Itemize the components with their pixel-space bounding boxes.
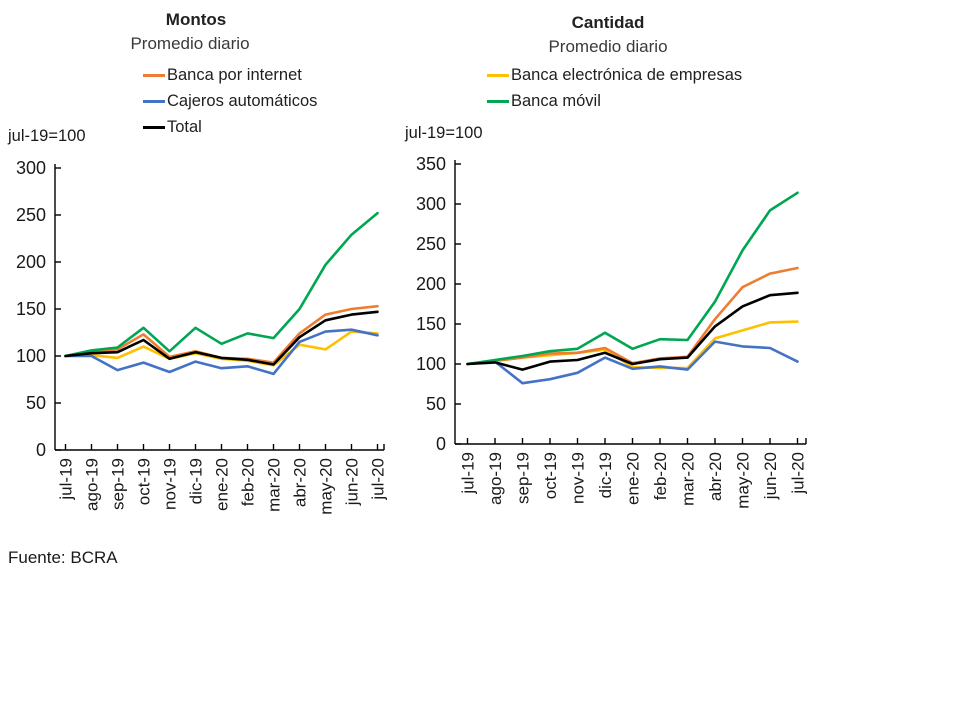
legend-line-swatch-icon xyxy=(487,73,509,77)
legend-item-label: Cajeros automáticos xyxy=(167,91,318,110)
x-tick-label: ene-20 xyxy=(624,452,643,505)
x-tick-label: abr-20 xyxy=(291,458,310,507)
legend-item: Banca electrónica de empresas xyxy=(487,62,742,88)
series-line-banca-por-internet xyxy=(64,304,379,364)
legend-item: Total xyxy=(143,114,317,140)
x-tick-label: may-20 xyxy=(317,458,336,515)
y-tick-label: 50 xyxy=(426,394,446,414)
legend-item: Banca móvil xyxy=(487,88,742,114)
x-tick-label: feb-20 xyxy=(651,452,670,500)
series-line-cajeros-autom-ticos xyxy=(64,328,379,376)
y-tick-label: 0 xyxy=(36,440,46,460)
legend-montos: Banca por internet Cajeros automáticos Tot… xyxy=(143,62,317,140)
x-tick-label: may-20 xyxy=(734,452,753,509)
legend-item-label: Banca por internet xyxy=(167,65,302,84)
x-tick-label: ago-19 xyxy=(83,458,102,511)
x-tick-label: nov-19 xyxy=(569,452,588,504)
axis-note-cantidad: jul-19=100 xyxy=(405,124,483,142)
y-tick-label: 0 xyxy=(436,434,446,454)
y-tick-label: 250 xyxy=(416,234,446,254)
x-tick-label: jul-20 xyxy=(369,458,388,501)
series-line-banca-m-vil xyxy=(64,211,379,358)
x-tick-label: ago-19 xyxy=(486,452,505,505)
series-line-cajeros-autom-ticos xyxy=(466,340,799,385)
x-tick-label: feb-20 xyxy=(239,458,258,506)
x-tick-label: jun-20 xyxy=(343,458,362,506)
source-note: Fuente: BCRA xyxy=(8,548,118,567)
x-tick-label: jul-19 xyxy=(57,458,76,501)
chart-montos-title: Montos xyxy=(165,10,227,29)
legend-line-swatch-icon xyxy=(143,125,165,129)
x-tick-label: jul-20 xyxy=(789,452,808,495)
x-tick-label: nov-19 xyxy=(161,458,180,510)
series-line-banca-m-vil xyxy=(466,191,799,366)
x-tick-label: dic-19 xyxy=(596,452,615,498)
legend-line-swatch-icon xyxy=(487,99,509,103)
y-tick-label: 100 xyxy=(416,354,446,374)
legend-item: Cajeros automáticos xyxy=(143,88,317,114)
legend-line-swatch-icon xyxy=(143,73,165,77)
y-tick-label: 200 xyxy=(416,274,446,294)
series-line-total xyxy=(64,310,379,366)
legend-cantidad: Banca electrónica de empresas Banca móvil xyxy=(487,62,742,114)
x-tick-label: abr-20 xyxy=(706,452,725,501)
y-tick-label: 250 xyxy=(16,205,46,225)
y-tick-label: 300 xyxy=(16,158,46,178)
axis-note-montos: jul-19=100 xyxy=(8,127,86,145)
x-tick-label: jun-20 xyxy=(761,452,780,500)
series-line-total xyxy=(466,291,799,371)
x-tick-label: oct-19 xyxy=(541,452,560,499)
x-tick-label: jul-19 xyxy=(459,452,478,495)
legend-line-swatch-icon xyxy=(143,99,165,103)
x-tick-label: oct-19 xyxy=(135,458,154,505)
y-tick-label: 150 xyxy=(416,314,446,334)
x-tick-label: dic-19 xyxy=(187,458,206,504)
y-tick-label: 150 xyxy=(16,299,46,319)
y-tick-label: 100 xyxy=(16,346,46,366)
y-tick-label: 300 xyxy=(416,194,446,214)
y-tick-label: 350 xyxy=(416,154,446,174)
chart-cantidad-subtitle: Promedio diario xyxy=(548,37,668,56)
legend-item-label: Banca electrónica de empresas xyxy=(511,65,743,84)
legend-item-label: Total xyxy=(167,117,202,136)
chart-montos-subtitle: Promedio diario xyxy=(130,34,250,53)
y-tick-label: 200 xyxy=(16,252,46,272)
x-tick-label: sep-19 xyxy=(109,458,128,510)
legend-item: Banca por internet xyxy=(143,62,317,88)
legend-item-label: Banca móvil xyxy=(511,91,601,110)
x-tick-label: ene-20 xyxy=(213,458,232,511)
series-line-banca-electr-nica-de-empresas xyxy=(466,320,799,370)
x-tick-label: mar-20 xyxy=(679,452,698,506)
chart-cantidad-title: Cantidad xyxy=(571,13,645,32)
y-tick-label: 50 xyxy=(26,393,46,413)
x-tick-label: mar-20 xyxy=(265,458,284,512)
x-tick-label: sep-19 xyxy=(514,452,533,504)
